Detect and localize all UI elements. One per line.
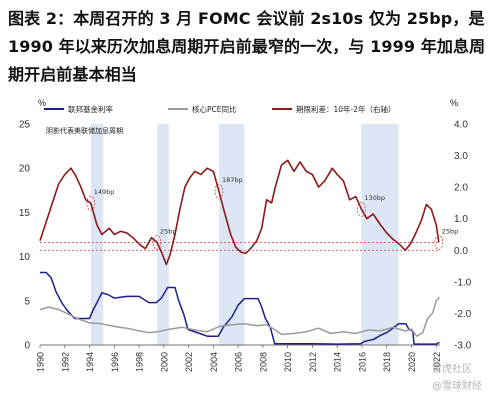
- x-tick-label: 1998: [135, 352, 145, 372]
- left-tick-label: 5: [24, 296, 30, 307]
- shaded-period-2: [218, 124, 245, 345]
- annotation-circle-1: [152, 234, 162, 250]
- x-tick-label: 1994: [85, 352, 95, 372]
- x-tick-label: 1996: [110, 352, 120, 372]
- x-tick-label: 2010: [283, 352, 293, 372]
- legend-label-2: 期限利差：10年-2年（右轴）: [296, 104, 396, 114]
- series-line-2: [39, 159, 440, 266]
- shaded-period-3: [361, 124, 399, 345]
- right-tick-label: 2.0: [454, 183, 468, 194]
- annotation-circle-2: [214, 183, 224, 199]
- x-tick-label: 2016: [357, 352, 367, 372]
- figure-title: 图表 2：本周召开的 3 月 FOMC 会议前 2s10s 仅为 25bp，是 …: [8, 9, 486, 84]
- left-tick-label: 0: [24, 341, 30, 352]
- annotation-circle-0: [86, 195, 96, 211]
- shading-layer: [90, 124, 399, 345]
- x-tick-label: 2020: [407, 352, 417, 372]
- legend-layer: 联邦基金利率 核心PCE同比 期限利差：10年-2年（右轴）: [44, 104, 396, 114]
- right-tick-label: 4.0: [454, 120, 468, 131]
- legend-label-0: 联邦基金利率: [68, 104, 113, 114]
- x-tick-label: 2004: [209, 352, 219, 372]
- shaded-period-0: [90, 124, 104, 345]
- annotation-label-1: 25bp: [160, 227, 177, 235]
- right-tick-label: -2.0: [454, 309, 472, 320]
- axes-layer: 0 5 10 15 20 25 -3.0 -2.0 -1.0 0.0 1.0 2.0 3.0 4.0 199…: [19, 120, 472, 373]
- x-tick-label: 2014: [333, 352, 343, 372]
- right-tick-label: 1.0: [454, 214, 468, 225]
- annotation-label-3: 130bp: [364, 194, 385, 202]
- left-tick-label: 20: [19, 164, 31, 175]
- annotation-label-4: 25bp: [442, 227, 459, 235]
- x-tick-label: 2022: [432, 352, 442, 372]
- x-tick-label: 2000: [159, 352, 169, 372]
- legend-label-1: 核心PCE同比: [192, 104, 237, 114]
- series-line-0: [40, 271, 440, 345]
- x-tick-label: 2002: [184, 352, 194, 372]
- x-tick-label: 2012: [308, 352, 318, 372]
- annotations-layer: 149bp 25bp 187bp 130bp 25bp: [86, 176, 459, 250]
- left-unit-label: %: [38, 98, 46, 108]
- watermark-handle: @雪球财经: [432, 379, 482, 392]
- annotation-circle-3: [356, 201, 366, 217]
- left-tick-label: 10: [19, 252, 31, 263]
- left-tick-label: 25: [19, 120, 31, 131]
- series-line-1: [39, 296, 440, 337]
- right-tick-label: 3.0: [454, 151, 468, 162]
- x-tick-label: 2006: [234, 352, 244, 372]
- series-layer: [39, 159, 440, 345]
- x-tick-label: 1990: [36, 352, 46, 372]
- right-unit-label: %: [450, 98, 458, 108]
- left-tick-label: 15: [19, 208, 31, 219]
- x-tick-label: 2008: [258, 352, 268, 372]
- right-tick-label: -1.0: [454, 277, 472, 288]
- right-tick-label: -3.0: [454, 341, 472, 352]
- x-tick-label: 1992: [60, 352, 70, 372]
- right-tick-label: 0.0: [454, 246, 468, 257]
- annotation-label-0: 149bp: [94, 188, 115, 196]
- shaded-period-1: [157, 124, 169, 345]
- x-tick-label: 2018: [382, 352, 392, 372]
- shading-note: 阴影代表美联储加息周期: [46, 126, 123, 135]
- annotation-label-2: 187bp: [222, 176, 243, 184]
- watermark-community: 雪虎社区: [432, 362, 472, 375]
- annotation-circle-4: [434, 234, 444, 250]
